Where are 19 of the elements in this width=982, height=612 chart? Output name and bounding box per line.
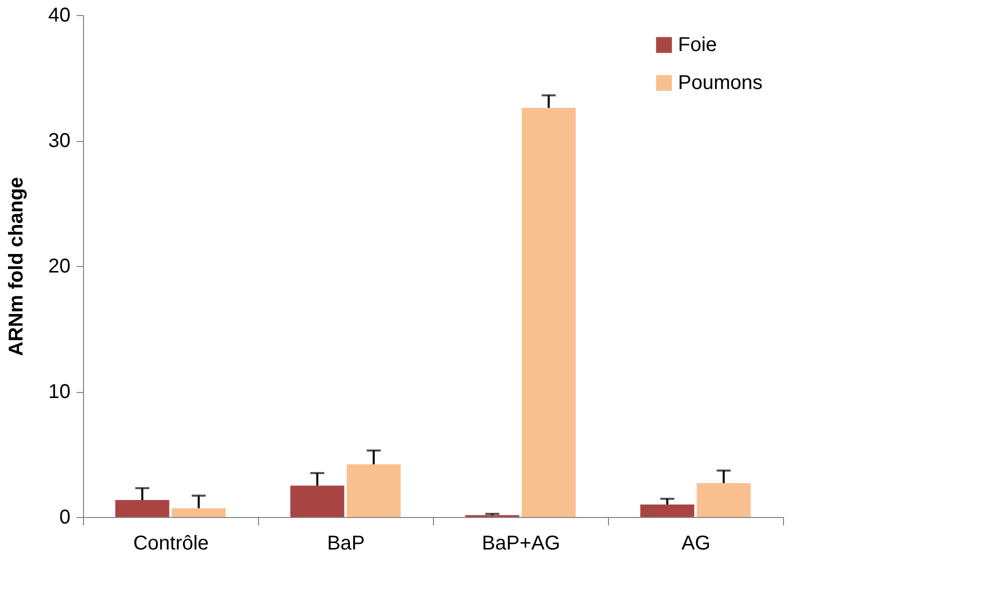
bar	[696, 483, 751, 517]
legend-label: Foie	[678, 34, 717, 56]
x-tick-label: Contrôle	[133, 532, 209, 554]
x-tick-label: BaP+AG	[482, 532, 560, 554]
y-tick-label: 10	[48, 381, 70, 403]
bar	[172, 508, 226, 517]
y-tick-label: 0	[59, 506, 70, 528]
bar	[290, 486, 344, 517]
bar	[640, 504, 694, 517]
y-axis-title: ARNm fold change	[5, 177, 28, 356]
bar	[346, 464, 401, 517]
bar	[522, 108, 576, 517]
y-tick-label: 20	[48, 256, 70, 278]
bar	[115, 500, 170, 517]
y-tick-label: 30	[48, 130, 70, 152]
legend-label: Poumons	[678, 72, 762, 94]
y-tick-label: 40	[48, 4, 70, 26]
x-tick-label: AG	[682, 532, 710, 554]
x-tick-label: BaP	[327, 532, 365, 554]
